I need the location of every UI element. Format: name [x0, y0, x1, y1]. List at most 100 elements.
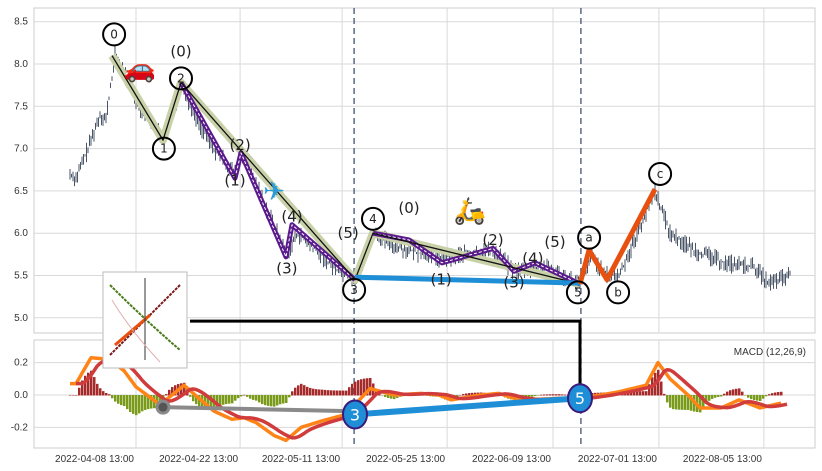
macd-histogram-bar: [759, 395, 762, 402]
macd-histogram-bar: [297, 385, 300, 396]
wave-label-circle: [151, 136, 176, 161]
macd-histogram-bar: [249, 395, 252, 399]
macd-histogram-bar: [393, 395, 396, 400]
macd-histogram-bar: [165, 394, 168, 396]
macd-histogram-bar: [306, 386, 309, 396]
macd-histogram-bar: [561, 394, 564, 396]
macd-histogram-bar: [558, 394, 561, 396]
wave-label: 0: [110, 27, 118, 41]
wave-label: (5): [544, 233, 565, 251]
macd-histogram-bar: [69, 395, 72, 396]
macd-histogram-bar: [84, 375, 87, 396]
scooter-icon: 🛵: [454, 195, 486, 226]
macd-histogram-bar: [276, 395, 279, 406]
macd-histogram-bar: [768, 394, 771, 396]
macd-wave-marker: [342, 399, 368, 430]
macd-histogram-bar: [543, 394, 546, 396]
macd-histogram-bar: [681, 395, 684, 410]
macd-histogram-bar: [342, 390, 345, 396]
macd-histogram-bar: [675, 395, 678, 410]
macd-histogram-bar: [291, 391, 294, 396]
macd-histogram-bar: [324, 389, 327, 396]
macd-histogram-bar: [270, 395, 273, 407]
price-y-tick-label: 8.5: [14, 17, 28, 28]
macd-histogram-bar: [72, 395, 75, 396]
macd-histogram-bar: [171, 387, 174, 396]
macd-histogram-bar: [765, 395, 768, 397]
macd-histogram-bar: [528, 395, 531, 398]
macd-histogram-bar: [114, 395, 117, 402]
macd-histogram-bar: [210, 395, 213, 409]
macd-histogram-bar: [252, 395, 255, 400]
macd-histogram-bar: [762, 395, 765, 399]
macd-histogram-bar: [273, 395, 276, 407]
wave-label: 5: [574, 285, 582, 299]
macd-histogram-bar: [474, 392, 477, 396]
macd-histogram-bar: [771, 393, 774, 396]
macd-histogram-bar: [192, 395, 195, 402]
macd-histogram-bar: [117, 395, 120, 404]
macd-histogram-bar: [663, 393, 666, 396]
subwave-line-2-core: [372, 232, 581, 285]
macd-histogram-bar: [189, 395, 192, 397]
wave-label: c: [657, 167, 664, 181]
macd-histogram-bar: [666, 395, 669, 403]
macd-histogram-bar: [753, 395, 756, 401]
price-y-tick-label: 7.0: [14, 144, 28, 155]
macd-wave-marker-label: 3: [350, 405, 360, 424]
macd-histogram-bar: [279, 395, 282, 405]
macd-histogram-bar: [381, 395, 384, 396]
macd-wave-marker-label: 5: [575, 389, 585, 408]
macd-histogram-bar: [648, 384, 651, 396]
macd-histogram-bar: [369, 377, 372, 396]
macd-histogram-bar: [363, 378, 366, 396]
macd-link-line: [190, 319, 582, 399]
macd-histogram-bar: [315, 389, 318, 396]
macd-histogram-bar: [549, 394, 552, 396]
macd-histogram-bar: [531, 395, 534, 397]
macd-histogram-bar: [741, 391, 744, 396]
primary-wave-line: [111, 55, 581, 285]
macd-histogram-bar: [699, 395, 702, 413]
macd-histogram-bar: [468, 393, 471, 396]
wave-label: 3: [350, 283, 358, 297]
macd-histogram-bar: [243, 394, 246, 396]
macd-histogram-bar: [639, 391, 642, 396]
macd-histogram-bar: [138, 395, 141, 414]
macd-histogram-bar: [747, 395, 750, 398]
wave-label: a: [585, 231, 592, 245]
car-icon: 🚗: [124, 53, 156, 83]
price-y-tick-label: 5.5: [14, 271, 28, 282]
macd-histogram-bar: [780, 391, 783, 396]
macd-histogram-bar: [246, 395, 249, 397]
macd-histogram-bar: [195, 395, 198, 405]
macd-histogram-bar: [552, 394, 555, 396]
macd-histogram-bar: [312, 388, 315, 396]
macd-histogram-bar: [237, 395, 240, 399]
macd-histogram-bar: [672, 395, 675, 410]
wave-label: (1): [430, 271, 451, 289]
macd-histogram-bar: [303, 385, 306, 396]
macd-histogram-bar: [729, 390, 732, 396]
macd-histogram-bar: [366, 378, 369, 396]
macd-histogram-bar: [150, 395, 153, 409]
macd-histogram-bar: [630, 391, 633, 396]
wave-3-5-line: [354, 274, 581, 286]
signal-line: [76, 357, 788, 440]
macd-histogram-bar: [720, 395, 723, 397]
wave-label: (0): [170, 42, 191, 60]
macd-histogram-bar: [354, 381, 357, 396]
wave-label: (3): [503, 273, 524, 291]
macd-histogram-bar: [660, 381, 663, 396]
macd-histogram-bar: [225, 395, 228, 405]
macd-histogram-bar: [711, 395, 714, 399]
macd-histogram-bar: [261, 395, 264, 405]
macd-histogram-bar: [678, 395, 681, 410]
macd-histogram-bar: [81, 380, 84, 396]
macd-histogram-bar: [564, 394, 567, 396]
macd-histogram-bar: [336, 390, 339, 396]
macd-histogram-bar: [735, 388, 738, 396]
macd-histogram-bar: [723, 393, 726, 396]
macd-histogram-bar: [450, 395, 453, 401]
macd-histogram-bar: [717, 395, 720, 397]
